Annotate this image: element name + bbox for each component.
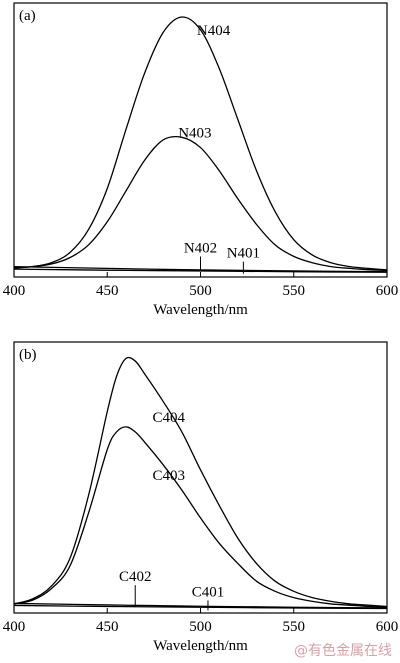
x-tick-label: 400 bbox=[3, 283, 26, 299]
x-tick-label: 500 bbox=[189, 619, 212, 635]
x-tick-label: 450 bbox=[96, 283, 119, 299]
curve-label-c401: C401 bbox=[192, 584, 225, 600]
x-axis-label: Wavelength/nm bbox=[153, 302, 248, 318]
chart-panel-a: 400 450 500 550 600 Wavelength/nm (a) N404 N403 N… bbox=[3, 2, 399, 318]
chart-panel-b: 400 450 500 550 600 Wavelength/nm (b) C404 C403 C… bbox=[3, 341, 399, 654]
x-tick-label: 600 bbox=[376, 619, 399, 635]
series-line-n404 bbox=[13, 16, 388, 271]
x-tick-label: 450 bbox=[96, 619, 119, 635]
x-tick-label: 550 bbox=[283, 283, 306, 299]
x-tick-label: 500 bbox=[189, 283, 212, 299]
panel-label: (a) bbox=[19, 8, 36, 24]
x-tick-label: 400 bbox=[3, 619, 26, 635]
series-line-c404 bbox=[13, 356, 388, 608]
curve-label-c402: C402 bbox=[119, 569, 152, 585]
curve-label-c404: C404 bbox=[153, 410, 186, 426]
curve-label-n402: N402 bbox=[184, 241, 217, 257]
x-tick-label: 550 bbox=[283, 619, 306, 635]
series-line-n401 bbox=[13, 268, 388, 273]
x-tick-label: 600 bbox=[376, 283, 399, 299]
series-line-c401 bbox=[13, 604, 388, 610]
panel-label: (b) bbox=[19, 347, 37, 363]
series-line-c403 bbox=[13, 426, 388, 608]
watermark-text: @有色金属在线 bbox=[294, 642, 392, 659]
curve-label-c403: C403 bbox=[153, 468, 186, 484]
series-line-c402 bbox=[13, 602, 388, 609]
series-line-n403 bbox=[13, 135, 388, 272]
curve-label-n401: N401 bbox=[227, 246, 260, 262]
x-axis-label: Wavelength/nm bbox=[153, 638, 248, 654]
curve-label-n403: N403 bbox=[178, 125, 211, 141]
curve-label-n404: N404 bbox=[197, 23, 231, 39]
plot-frame bbox=[13, 341, 388, 614]
